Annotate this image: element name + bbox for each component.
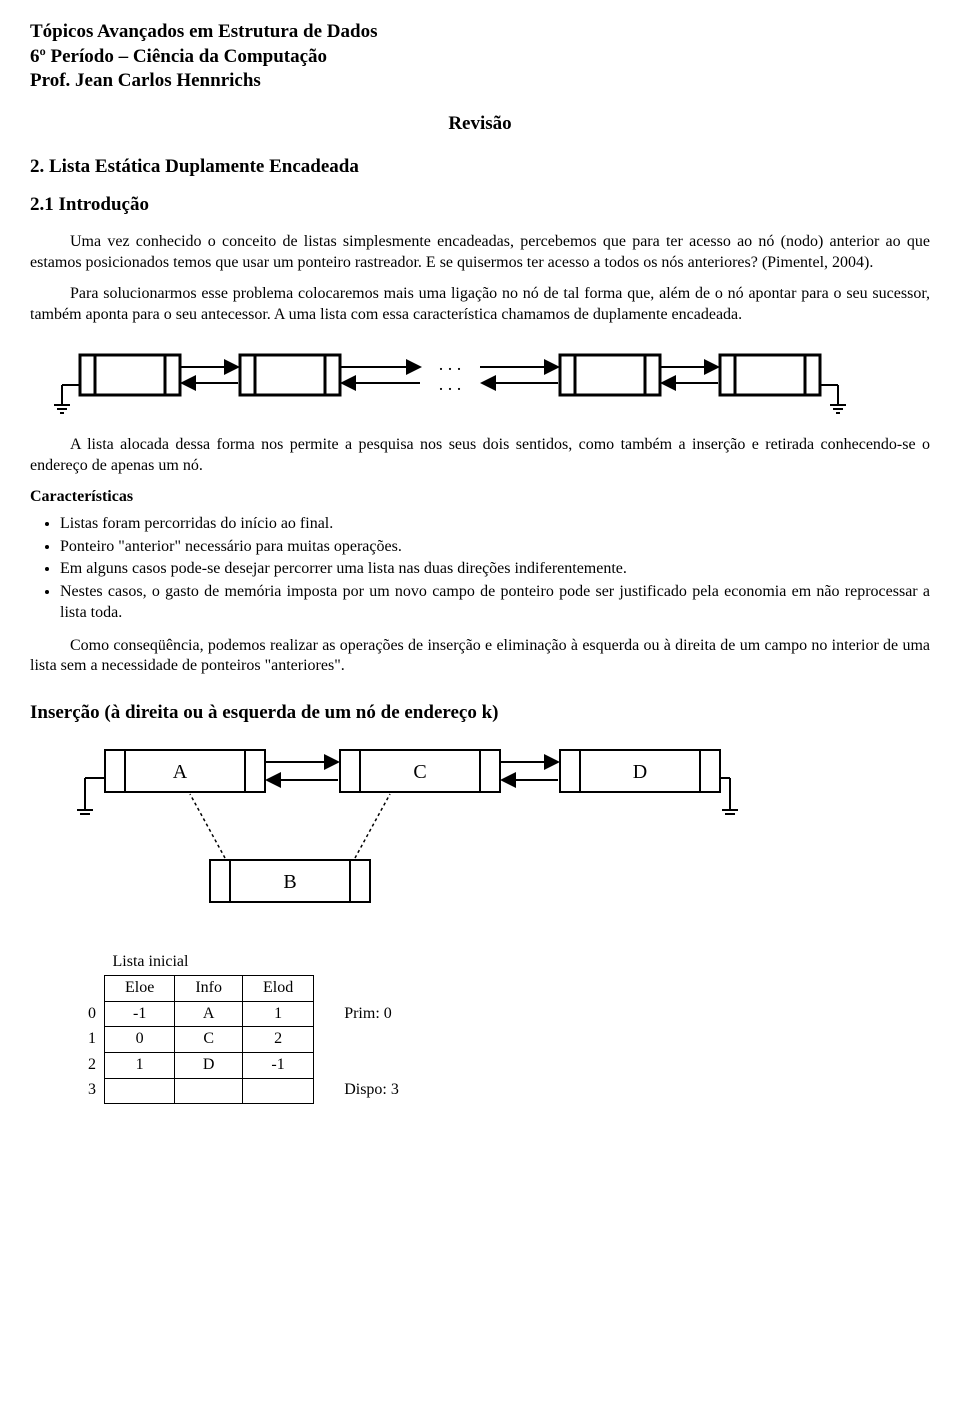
paragraph-2: Para solucionarmos esse problema colocar… — [30, 284, 930, 326]
paragraph-1: Uma vez conhecido o conceito de listas s… — [30, 232, 930, 274]
table-row: 1 0 C 2 — [80, 1027, 407, 1053]
paragraph-4: Como conseqüência, podemos realizar as o… — [30, 636, 930, 678]
bullet-item: Nestes casos, o gasto de memória imposta… — [60, 582, 930, 624]
node-a-label: A — [173, 761, 188, 783]
table-row: 0 -1 A 1 Prim: 0 — [80, 1001, 407, 1027]
characteristics-list: Listas foram percorridas do início ao fi… — [60, 514, 930, 624]
section-2-1: 2.1 Introdução — [30, 193, 930, 218]
section-2: 2. Lista Estática Duplamente Encadeada — [30, 155, 930, 180]
col-elod: Elod — [242, 975, 313, 1001]
table-row: 3 Dispo: 3 — [80, 1078, 407, 1103]
bullet-item: Em alguns casos pode-se desejar percorre… — [60, 559, 930, 580]
ellipsis-bot: . . . — [439, 374, 462, 394]
diagram-doubly-linked: . . . . . . — [30, 335, 870, 425]
node-d-label: D — [633, 761, 647, 783]
col-eloe: Eloe — [105, 975, 175, 1001]
node-c-label: C — [413, 761, 426, 783]
header-line-1: Tópicos Avançados em Estrutura de Dados — [30, 20, 930, 45]
bullet-item: Ponteiro "anterior" necessário para muit… — [60, 537, 930, 558]
initial-list-table: Lista inicial Eloe Info Elod 0 -1 A 1 Pr… — [80, 950, 407, 1104]
table-caption: Lista inicial — [105, 950, 314, 975]
diagram-insertion: A C D B — [30, 740, 750, 940]
col-info: Info — [175, 975, 243, 1001]
characteristics-heading: Características — [30, 487, 930, 508]
header-line-3: Prof. Jean Carlos Hennrichs — [30, 69, 930, 94]
header-line-2: 6º Período – Ciência da Computação — [30, 45, 930, 70]
ellipsis-top: . . . — [439, 354, 462, 374]
paragraph-3: A lista alocada dessa forma nos permite … — [30, 435, 930, 477]
bullet-item: Listas foram percorridas do início ao fi… — [60, 514, 930, 535]
review-title: Revisão — [30, 112, 930, 137]
node-b-label: B — [283, 871, 296, 893]
insert-heading: Inserção (à direita ou à esquerda de um … — [30, 701, 930, 726]
table-row: 2 1 D -1 — [80, 1053, 407, 1079]
